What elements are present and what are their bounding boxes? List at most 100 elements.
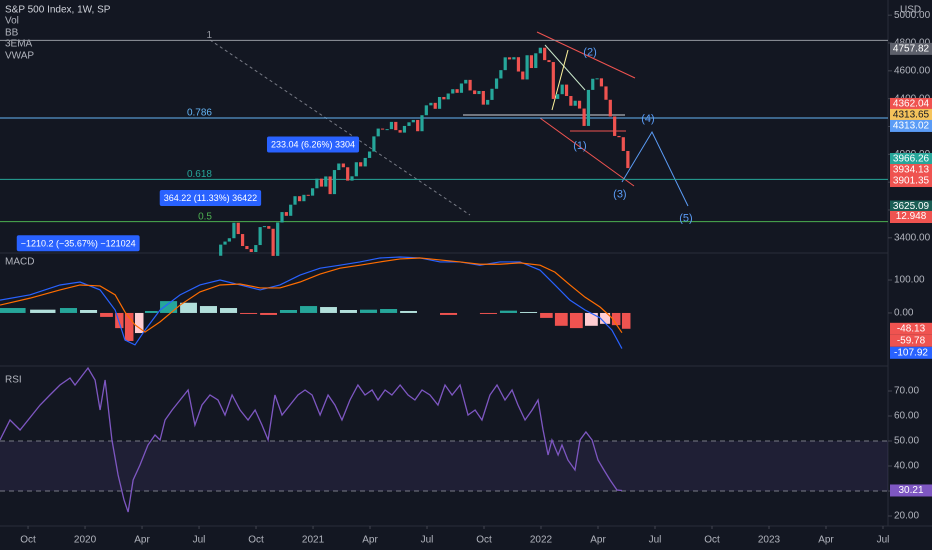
- x-tick-label: Jul: [649, 535, 662, 546]
- candle: [359, 162, 363, 167]
- candle: [529, 55, 534, 69]
- fib-label: 0.5: [198, 211, 212, 222]
- histogram-bar: [300, 306, 318, 313]
- legend-item: 3EMA: [5, 39, 33, 50]
- wave-label: (1): [573, 140, 586, 152]
- price-badge: [890, 175, 932, 188]
- histogram-bar: [124, 312, 134, 341]
- histogram-bar: [499, 310, 518, 313]
- fib-label: 0.618: [187, 169, 212, 180]
- volume-label: 12.948: [890, 211, 932, 223]
- histogram-bar: [0, 308, 26, 313]
- candle: [569, 96, 573, 106]
- measure-label: −1210.2 (−35.67%) −121024: [21, 238, 136, 248]
- price-badge: [890, 153, 932, 166]
- fib-label: 0.786: [187, 108, 212, 119]
- candle: [543, 47, 547, 61]
- candle: [433, 102, 437, 109]
- x-tick-label: Jul: [877, 535, 890, 546]
- x-tick-label: Jul: [421, 535, 434, 546]
- candle: [490, 88, 494, 100]
- candle: [280, 212, 284, 223]
- histogram-bar: [600, 312, 611, 324]
- histogram-bar: [611, 312, 621, 326]
- candle: [354, 162, 358, 177]
- histogram-bar: [440, 312, 458, 315]
- y-tick-label: 20.00: [894, 511, 919, 522]
- x-tick-label: Oct: [248, 535, 264, 546]
- candle: [582, 108, 586, 126]
- candle: [416, 119, 420, 132]
- candle: [411, 119, 415, 123]
- histogram-bar: [59, 308, 78, 313]
- candle: [310, 188, 315, 196]
- legend-item: Vol: [5, 16, 19, 27]
- price-badge: [890, 346, 932, 359]
- fib-label: 1: [206, 30, 212, 41]
- price-badge-label: 3901.35: [893, 176, 930, 187]
- histogram-bar: [260, 312, 277, 315]
- candle: [617, 135, 621, 138]
- candle: [446, 93, 450, 100]
- price-badge-label: 4313.02: [893, 121, 930, 132]
- x-tick-label: Jul: [193, 535, 206, 546]
- histogram-bar: [380, 309, 398, 313]
- candle: [512, 57, 516, 60]
- histogram-bar: [160, 301, 178, 313]
- measure-box: [159, 189, 262, 206]
- candle: [380, 128, 385, 130]
- candle: [473, 90, 477, 95]
- candle: [219, 244, 223, 256]
- macd-line: [0, 256, 623, 349]
- candle: [507, 57, 512, 60]
- price-badge-label: 3625.09: [893, 201, 930, 212]
- candle: [481, 91, 485, 105]
- candle: [271, 228, 275, 256]
- measure-box: [16, 235, 140, 252]
- candle: [262, 226, 267, 228]
- price-badge: [890, 322, 932, 335]
- candle: [258, 227, 262, 246]
- candle: [319, 178, 324, 187]
- histogram-bar: [585, 312, 598, 326]
- candle: [556, 94, 560, 99]
- candle: [538, 47, 542, 54]
- candle: [477, 91, 481, 95]
- price-badge-label: 4362.04: [893, 99, 930, 110]
- candle: [621, 137, 625, 151]
- candle: [525, 55, 529, 80]
- candle: [302, 194, 306, 202]
- candle: [499, 70, 503, 79]
- candle: [372, 136, 376, 152]
- histogram-bar: [339, 310, 357, 313]
- x-tick-label: Apr: [818, 535, 834, 546]
- candle: [424, 105, 428, 116]
- candle: [455, 89, 459, 93]
- candle: [494, 78, 499, 89]
- candle: [468, 79, 472, 91]
- y-tick-label: 4600.00: [894, 65, 931, 76]
- price-badge: [890, 200, 932, 213]
- candle: [626, 150, 630, 169]
- histogram-bar: [180, 302, 197, 313]
- price-badge: [890, 119, 932, 132]
- histogram-bar: [134, 312, 144, 334]
- histogram-bar: [220, 308, 238, 313]
- price-badge-label: 4313.65: [893, 110, 930, 121]
- histogram-bar: [479, 312, 497, 314]
- price-badge-label: 3966.26: [893, 154, 930, 165]
- price-badge: [890, 334, 932, 347]
- histogram-bar: [554, 312, 568, 326]
- y-tick-label: 60.00: [894, 411, 919, 422]
- measure-label: 364.22 (11.33%) 36422: [164, 193, 257, 203]
- histogram-bar: [100, 312, 113, 317]
- projection: [621, 130, 689, 207]
- candle: [332, 170, 337, 195]
- y-tick-label: 0.00: [894, 308, 914, 319]
- rsi-line: [0, 366, 623, 513]
- y-tick-label: 40.00: [894, 461, 919, 472]
- wave-label: (4): [641, 113, 654, 125]
- x-tick-label: 2021: [302, 535, 325, 546]
